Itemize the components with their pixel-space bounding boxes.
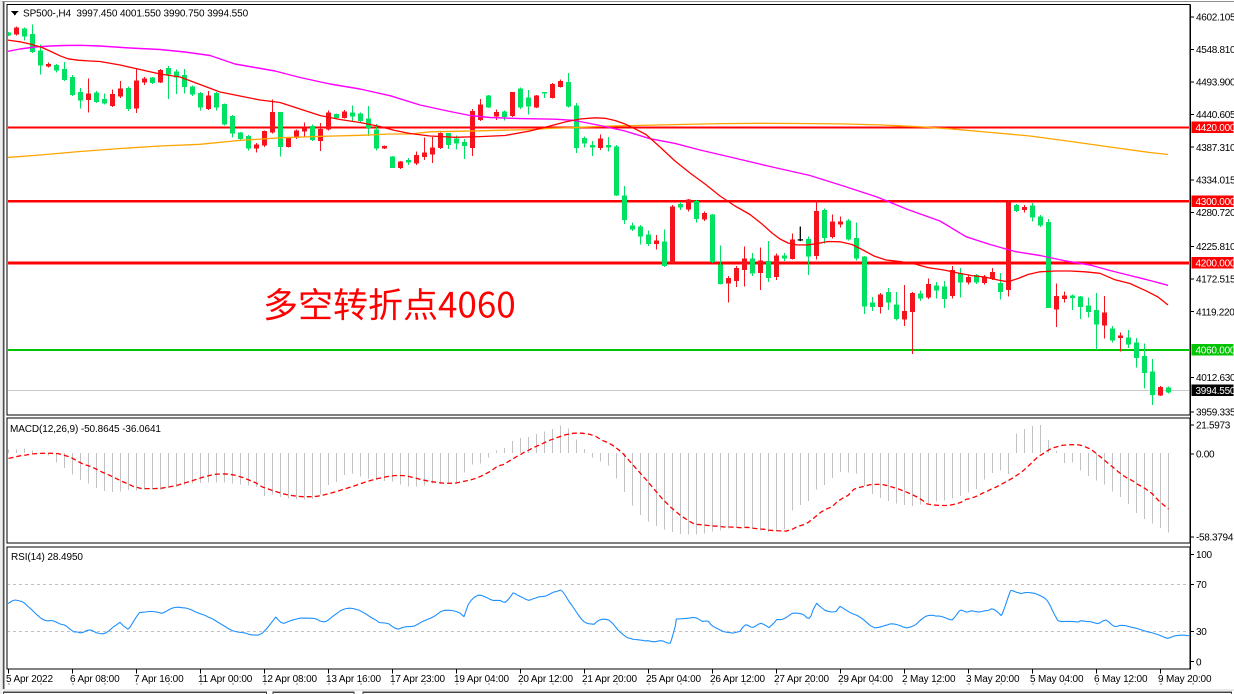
svg-text:-58.3794: -58.3794: [1196, 532, 1234, 543]
svg-text:3994.550: 3994.550: [1196, 386, 1234, 397]
svg-text:12 Apr 08:00: 12 Apr 08:00: [262, 674, 318, 685]
svg-text:11 Apr 00:00: 11 Apr 00:00: [198, 674, 253, 685]
svg-text:5 May 04:00: 5 May 04:00: [1030, 674, 1084, 685]
svg-text:4440.605: 4440.605: [1196, 110, 1234, 121]
svg-text:30: 30: [1196, 627, 1207, 638]
svg-text:4200.000: 4200.000: [1196, 259, 1234, 270]
svg-text:RSI(14) 28.4950: RSI(14) 28.4950: [11, 552, 83, 563]
svg-text:3959.335: 3959.335: [1196, 408, 1234, 419]
svg-text:4172.515: 4172.515: [1196, 275, 1234, 286]
svg-text:21 Apr 20:00: 21 Apr 20:00: [582, 674, 638, 685]
svg-text:MACD(12,26,9) -50.8645 -36.064: MACD(12,26,9) -50.8645 -36.0641: [10, 424, 161, 435]
svg-text:3 May 20:00: 3 May 20:00: [966, 674, 1020, 685]
svg-text:4420.000: 4420.000: [1196, 123, 1234, 134]
svg-text:4602.105: 4602.105: [1196, 13, 1234, 24]
svg-text:25 Apr 04:00: 25 Apr 04:00: [646, 674, 702, 685]
svg-text:4012.630: 4012.630: [1196, 373, 1234, 384]
svg-text:13 Apr 16:00: 13 Apr 16:00: [326, 674, 382, 685]
svg-text:2 May 12:00: 2 May 12:00: [902, 674, 956, 685]
svg-text:4387.310: 4387.310: [1196, 143, 1234, 154]
svg-text:4334.015: 4334.015: [1196, 175, 1234, 186]
svg-text:4300.000: 4300.000: [1196, 197, 1234, 208]
svg-text:26 Apr 12:00: 26 Apr 12:00: [710, 674, 766, 685]
svg-text:70: 70: [1196, 580, 1207, 591]
svg-text:20 Apr 12:00: 20 Apr 12:00: [518, 674, 574, 685]
svg-text:9 May 20:00: 9 May 20:00: [1158, 674, 1212, 685]
svg-text:4548.810: 4548.810: [1196, 45, 1234, 56]
svg-text:27 Apr 20:00: 27 Apr 20:00: [774, 674, 830, 685]
svg-text:SP500-,H4 3997.450 4001.550 3: SP500-,H4 3997.450 4001.550 3990.750 399…: [23, 8, 249, 19]
svg-text:6 Apr 08:00: 6 Apr 08:00: [70, 674, 120, 685]
svg-text:100: 100: [1196, 550, 1213, 561]
svg-text:0: 0: [1196, 657, 1202, 668]
svg-text:21.5973: 21.5973: [1196, 420, 1231, 431]
svg-text:4493.900: 4493.900: [1196, 78, 1234, 89]
svg-text:4119.220: 4119.220: [1196, 307, 1234, 318]
svg-text:0.00: 0.00: [1196, 450, 1215, 461]
svg-text:6 May 12:00: 6 May 12:00: [1094, 674, 1148, 685]
svg-text:4280.720: 4280.720: [1196, 208, 1234, 219]
svg-text:17 Apr 23:00: 17 Apr 23:00: [390, 674, 446, 685]
svg-text:19 Apr 04:00: 19 Apr 04:00: [454, 674, 510, 685]
svg-text:5 Apr 2022: 5 Apr 2022: [6, 674, 53, 685]
svg-text:4060.000: 4060.000: [1196, 346, 1234, 357]
svg-text:7 Apr 16:00: 7 Apr 16:00: [134, 674, 184, 685]
svg-text:4225.810: 4225.810: [1196, 242, 1234, 253]
svg-text:29 Apr 04:00: 29 Apr 04:00: [838, 674, 894, 685]
